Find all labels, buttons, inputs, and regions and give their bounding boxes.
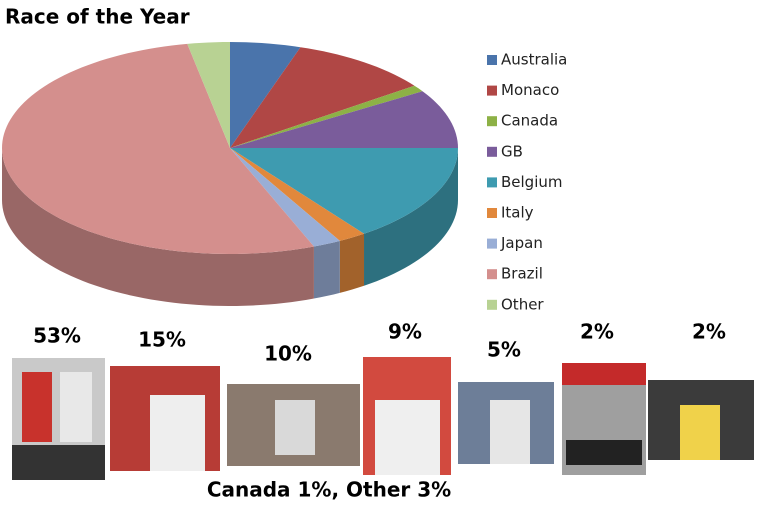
photo-detail bbox=[275, 400, 315, 455]
legend-label: Canada bbox=[501, 112, 558, 130]
legend-label: Australia bbox=[501, 51, 567, 69]
slice bbox=[230, 148, 340, 247]
legend-label: Italy bbox=[501, 204, 534, 222]
photo-label: 2% bbox=[692, 320, 726, 344]
photo-detail bbox=[566, 440, 642, 465]
legend-swatch bbox=[487, 208, 497, 218]
legend-label: Other bbox=[501, 295, 544, 313]
photo-label: 2% bbox=[580, 320, 614, 344]
legend-swatch bbox=[487, 299, 497, 310]
legend-swatch bbox=[487, 146, 497, 157]
legend-label: Monaco bbox=[501, 81, 559, 99]
legend-swatch bbox=[487, 116, 497, 127]
photo-detail bbox=[150, 395, 205, 471]
slice bbox=[2, 43, 314, 254]
legend-swatch bbox=[487, 238, 497, 249]
photo-detail bbox=[22, 372, 52, 442]
pie bbox=[2, 42, 458, 306]
legend-label: Brazil bbox=[501, 265, 543, 283]
slice-side bbox=[313, 240, 340, 299]
photo-row bbox=[12, 357, 754, 480]
slice bbox=[230, 47, 415, 148]
legend-label: GB bbox=[501, 142, 523, 160]
photo-detail bbox=[490, 400, 530, 464]
slice bbox=[230, 148, 365, 241]
legend-swatch bbox=[487, 177, 497, 188]
photo-detail bbox=[562, 363, 646, 385]
photo-label: 15% bbox=[138, 328, 186, 352]
legend-swatch bbox=[487, 269, 497, 280]
legend-label: Belgium bbox=[501, 173, 563, 191]
photo-label: 9% bbox=[388, 320, 422, 344]
photo-label: 53% bbox=[33, 324, 81, 348]
footer: Canada 1%, Other 3% bbox=[207, 478, 451, 502]
slice bbox=[230, 42, 301, 148]
photo-label: 5% bbox=[487, 338, 521, 362]
legend-swatch bbox=[487, 85, 497, 96]
legend-swatch bbox=[487, 55, 497, 65]
slice bbox=[187, 42, 230, 148]
photo-detail bbox=[12, 445, 105, 480]
chart-title: Race of the Year bbox=[5, 5, 190, 29]
photo-detail bbox=[680, 405, 720, 460]
slice bbox=[230, 85, 423, 148]
legend-label: Japan bbox=[500, 234, 543, 252]
slice-side bbox=[2, 148, 314, 306]
slice-side bbox=[339, 233, 365, 293]
photo-detail bbox=[375, 400, 440, 475]
slice bbox=[230, 91, 458, 148]
photo-detail bbox=[60, 372, 92, 442]
slice-side bbox=[364, 148, 458, 286]
photo-label: 10% bbox=[264, 342, 312, 366]
slice bbox=[230, 148, 458, 234]
